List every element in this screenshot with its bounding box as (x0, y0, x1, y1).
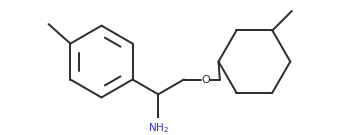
Text: NH$_2$: NH$_2$ (148, 121, 169, 135)
Text: O: O (201, 75, 210, 85)
